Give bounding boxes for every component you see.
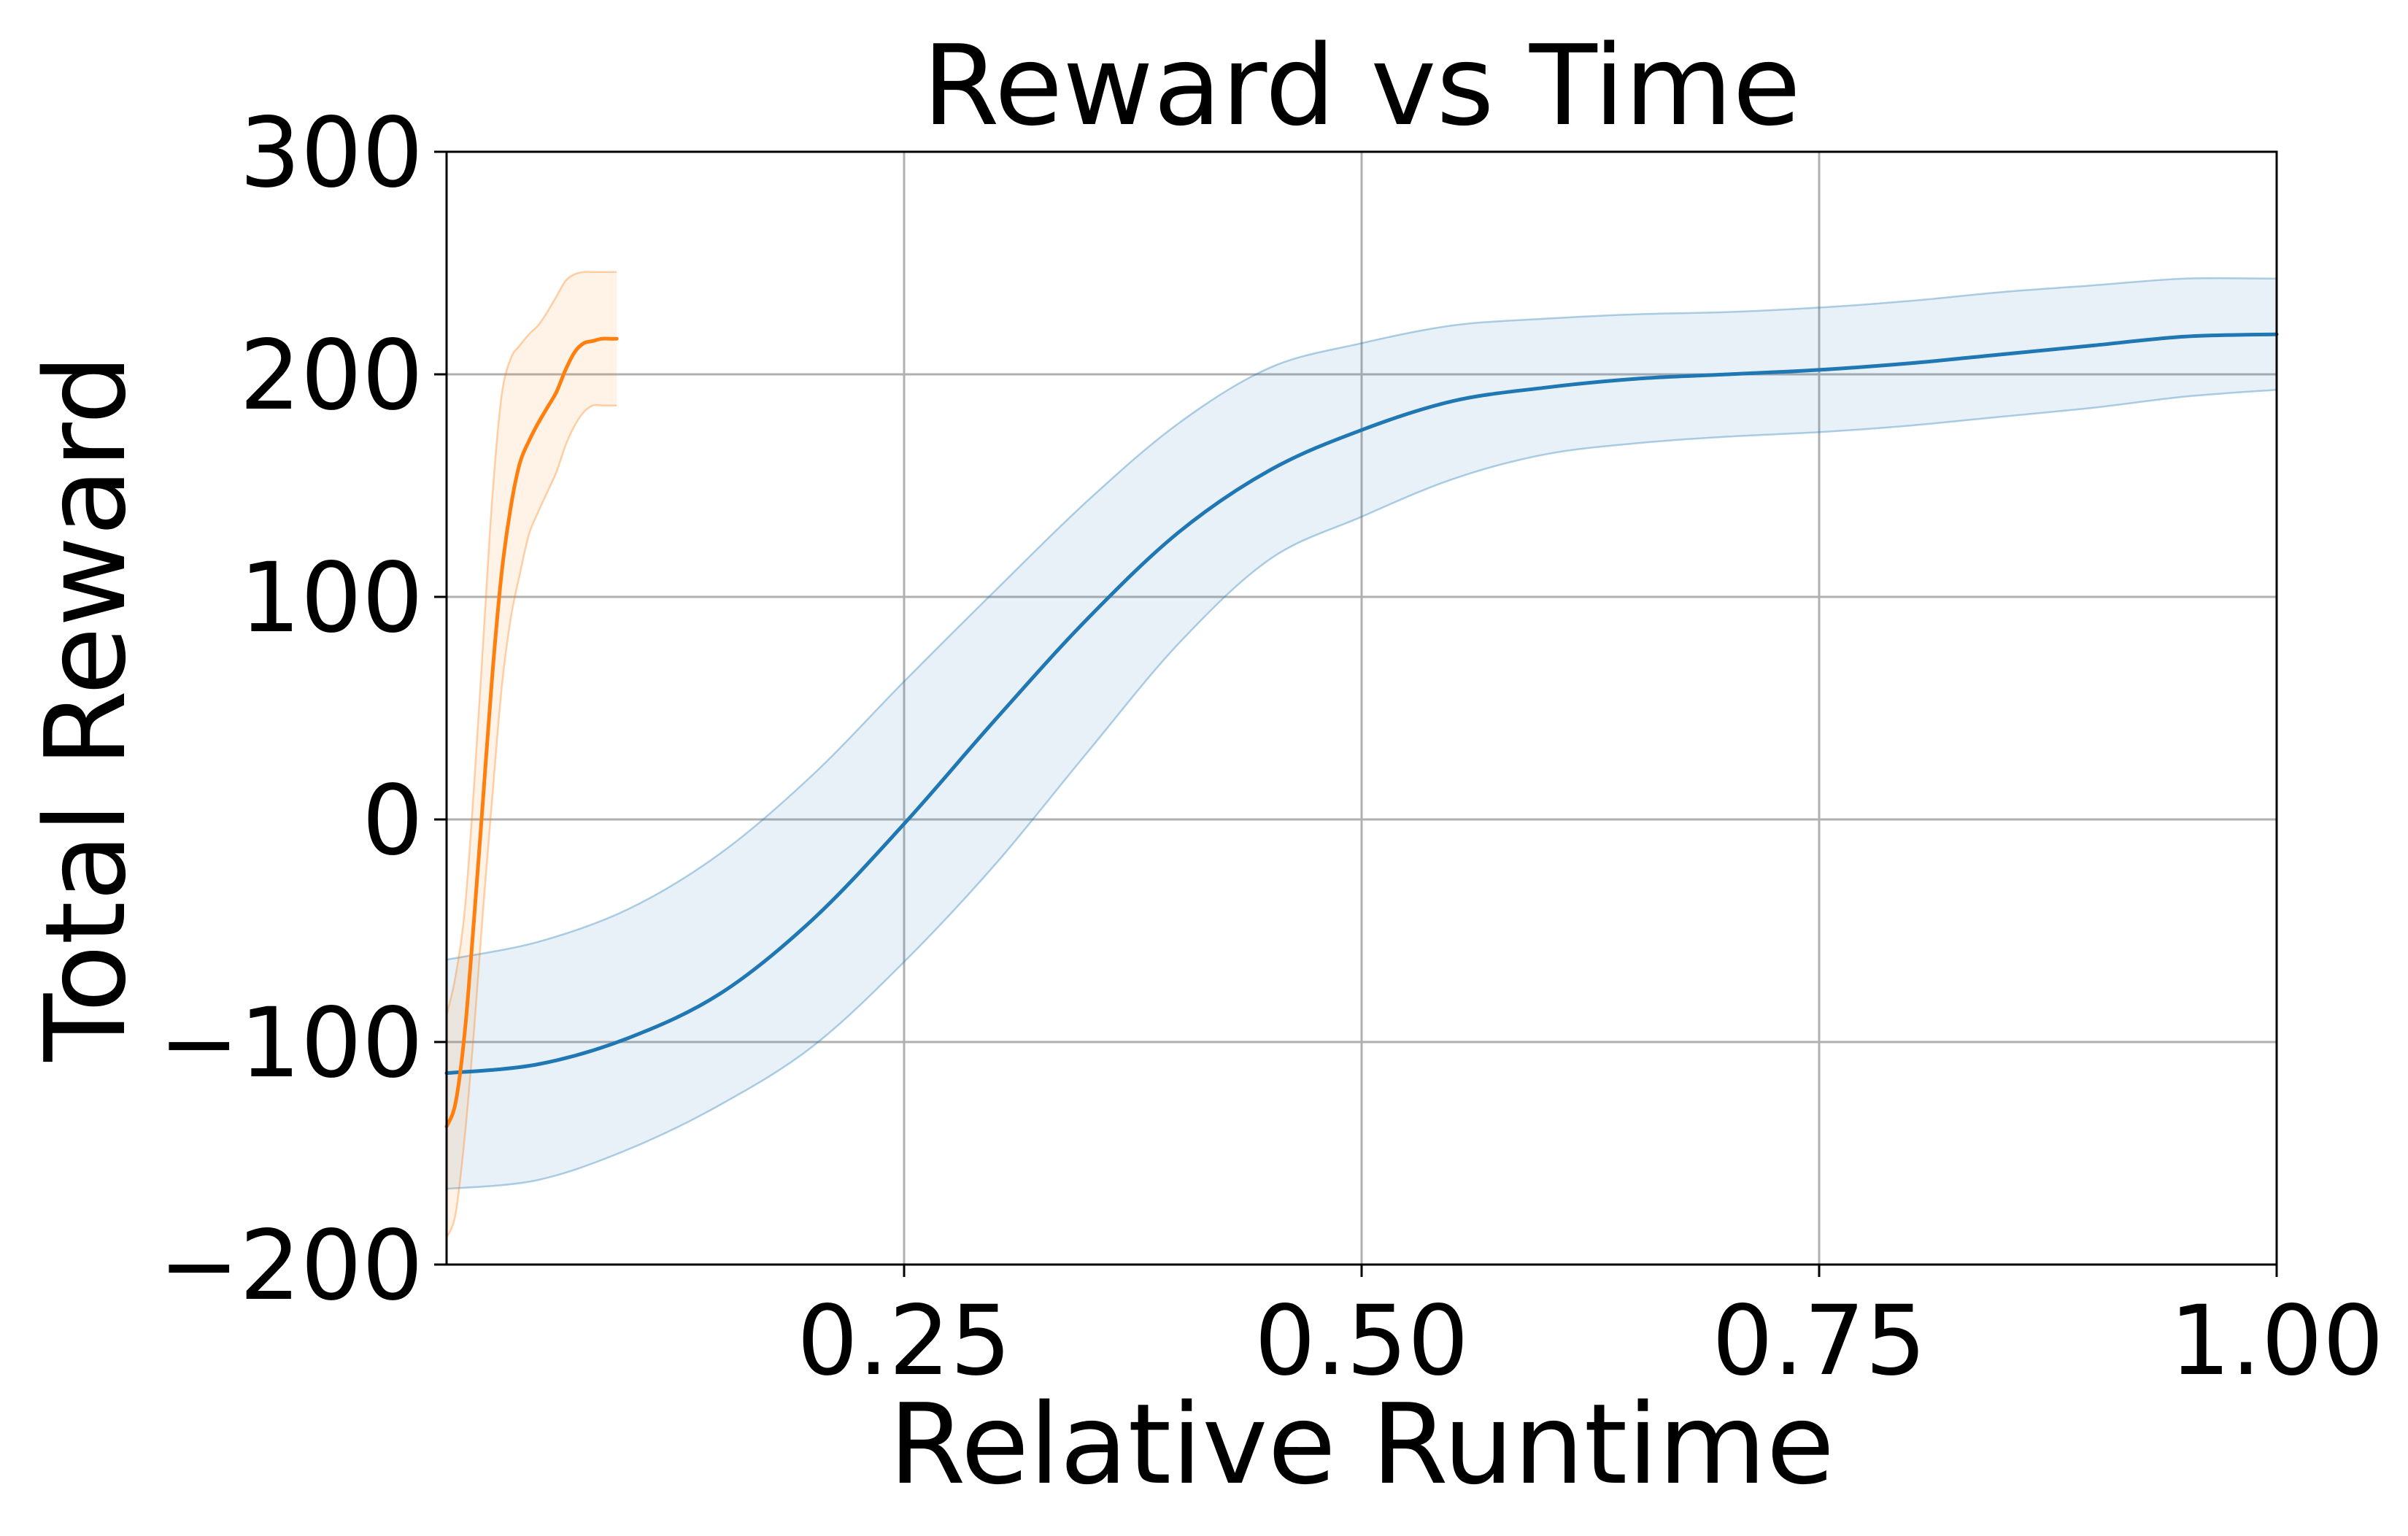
y-axis-label: Total Reward (21, 354, 150, 1062)
y-tick-label-4: 200 (239, 320, 423, 432)
y-tick-label-3: 100 (239, 542, 423, 655)
series-0-line (444, 332, 2279, 1076)
series-1-line (444, 336, 619, 1129)
series-lines (444, 332, 2279, 1129)
x-tick-label-0: 0.25 (797, 1285, 1011, 1397)
y-tick-label-2: 0 (362, 765, 423, 877)
chart-title: Reward vs Time (922, 21, 1801, 150)
y-tick-label-0: −200 (158, 1210, 423, 1322)
axis-ticks: 0.25 0.50 0.75 1.00 −200 −100 0 100 200 300 (158, 97, 2384, 1397)
series-1-band-lower (445, 404, 617, 1238)
x-tick-label-2: 0.75 (1712, 1285, 1926, 1397)
y-tick-label-5: 300 (239, 97, 423, 209)
x-axis-label: Relative Runtime (889, 1380, 1834, 1509)
y-tick-label-1: −100 (158, 987, 423, 1100)
series-1-band (447, 271, 617, 1238)
series-0-band (447, 278, 2277, 1189)
series-1-band-upper (445, 271, 617, 1016)
x-tick-label-1: 0.50 (1254, 1285, 1469, 1397)
series-0-band-upper (446, 277, 2277, 961)
confidence-bands (445, 271, 2277, 1238)
x-tick-label-3: 1.00 (2169, 1285, 2384, 1397)
series-0-band-lower (446, 389, 2277, 1190)
